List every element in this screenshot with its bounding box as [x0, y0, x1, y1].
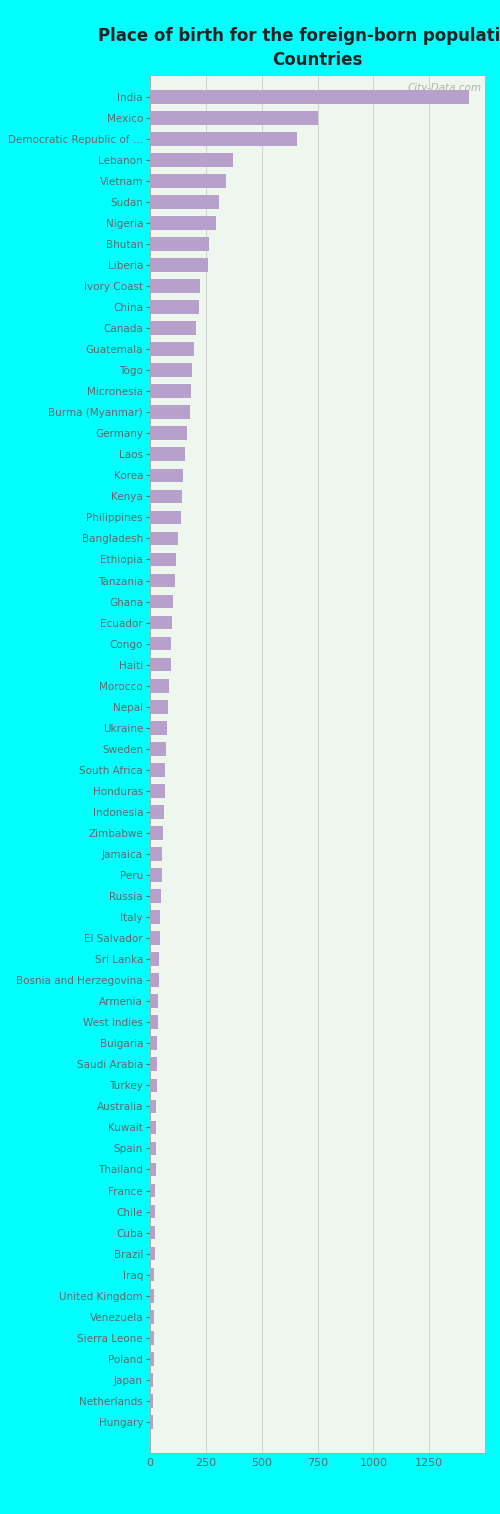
Bar: [150, 531, 178, 545]
Bar: [150, 1226, 155, 1240]
Bar: [150, 279, 200, 292]
Bar: [150, 238, 209, 251]
Bar: [150, 784, 164, 798]
Bar: [150, 1352, 154, 1366]
Bar: [150, 259, 208, 273]
Bar: [150, 300, 199, 313]
Bar: [150, 1205, 155, 1219]
Bar: [150, 1394, 153, 1408]
Bar: [150, 89, 470, 103]
Bar: [150, 1099, 156, 1113]
Bar: [150, 1120, 156, 1134]
Bar: [150, 868, 162, 881]
Bar: [150, 1373, 154, 1387]
Bar: [150, 1331, 154, 1344]
Bar: [150, 385, 192, 398]
Bar: [150, 553, 176, 566]
Bar: [150, 1288, 154, 1302]
Bar: [150, 1163, 156, 1176]
Bar: [150, 174, 226, 188]
Bar: [150, 448, 184, 462]
Bar: [150, 406, 190, 419]
Bar: [150, 616, 172, 630]
Text: City-Data.com: City-Data.com: [408, 83, 482, 92]
Bar: [150, 763, 165, 777]
Bar: [150, 510, 181, 524]
Bar: [150, 574, 174, 587]
Bar: [150, 321, 196, 335]
Bar: [150, 1016, 158, 1030]
Bar: [150, 153, 232, 167]
Bar: [150, 827, 162, 840]
Bar: [150, 699, 168, 713]
Bar: [150, 637, 172, 651]
Bar: [150, 931, 160, 945]
Bar: [150, 427, 187, 441]
Bar: [150, 657, 171, 672]
Bar: [150, 848, 162, 861]
Bar: [150, 995, 158, 1008]
Bar: [150, 1037, 158, 1051]
Bar: [150, 217, 216, 230]
Bar: [150, 742, 166, 755]
Bar: [150, 889, 161, 902]
Bar: [150, 1057, 157, 1070]
Bar: [150, 678, 169, 692]
Bar: [150, 1310, 154, 1323]
Bar: [150, 974, 159, 987]
Bar: [150, 1267, 154, 1281]
Bar: [150, 468, 183, 481]
Bar: [150, 363, 192, 377]
Bar: [150, 1078, 156, 1092]
Bar: [150, 342, 194, 356]
Bar: [150, 132, 298, 145]
Bar: [150, 721, 167, 734]
Bar: [150, 910, 160, 924]
Bar: [150, 595, 174, 609]
Bar: [150, 195, 219, 209]
Title: Place of birth for the foreign-born population -
Countries: Place of birth for the foreign-born popu…: [98, 27, 500, 68]
Bar: [150, 1142, 156, 1155]
Bar: [150, 952, 160, 966]
Bar: [150, 1246, 154, 1261]
Bar: [150, 1416, 153, 1429]
Bar: [150, 1184, 156, 1198]
Bar: [150, 805, 164, 819]
Bar: [150, 111, 318, 124]
Bar: [150, 489, 182, 503]
